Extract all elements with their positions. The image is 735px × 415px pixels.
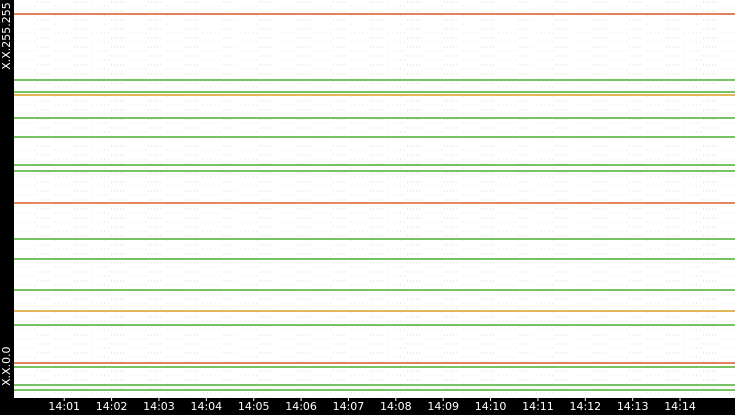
x-tick-label: 14:10 <box>475 400 507 413</box>
y-axis-band <box>0 0 14 415</box>
y-tick-label: X.X.255.255 <box>0 2 13 70</box>
background-texture <box>14 0 735 398</box>
x-tick-label: 14:01 <box>48 400 80 413</box>
x-tick-label: 14:05 <box>238 400 270 413</box>
x-tick-label: 14:04 <box>190 400 222 413</box>
x-tick-label: 14:14 <box>664 400 696 413</box>
x-tick-label: 14:13 <box>617 400 649 413</box>
x-tick-label: 14:02 <box>96 400 128 413</box>
x-tick-label: 14:09 <box>427 400 459 413</box>
x-tick-label: 14:08 <box>380 400 412 413</box>
x-tick-label: 14:06 <box>285 400 317 413</box>
x-tick-label: 14:12 <box>569 400 601 413</box>
x-tick-label: 14:11 <box>522 400 554 413</box>
y-tick-label: X.X.0.0 <box>0 346 13 386</box>
x-tick-label: 14:03 <box>143 400 175 413</box>
x-tick-label: 14:07 <box>333 400 365 413</box>
x-axis-band <box>0 398 735 415</box>
